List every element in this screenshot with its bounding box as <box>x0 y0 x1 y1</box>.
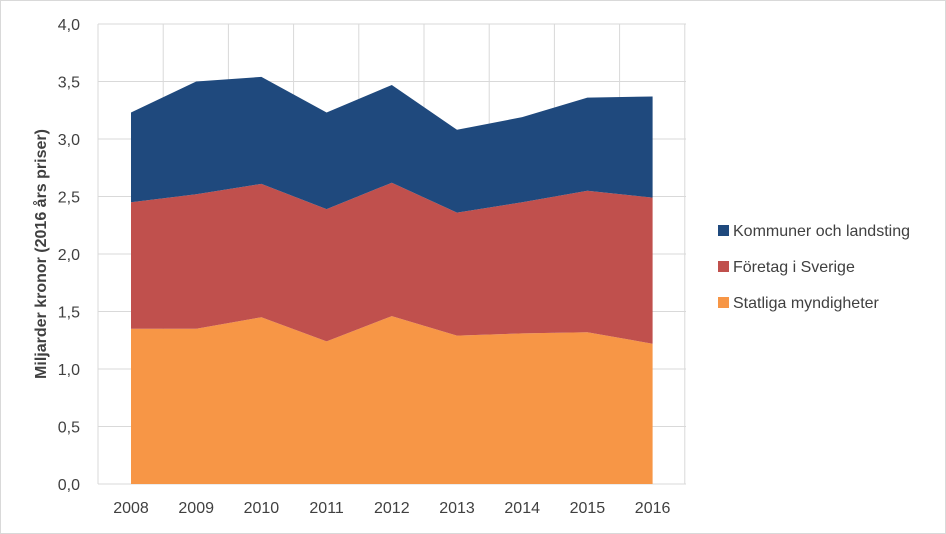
y-tick-label: 1,0 <box>58 362 80 379</box>
area-företag-i-sverige <box>131 182 653 344</box>
legend-label: Kommuner och landsting <box>733 223 910 240</box>
y-tick-label: 0,0 <box>58 477 80 494</box>
y-tick-label: 4,0 <box>58 17 80 34</box>
y-tick-label: 2,5 <box>58 190 80 207</box>
legend-swatch <box>718 261 729 272</box>
y-tick-label: 1,5 <box>58 305 80 322</box>
x-tick-label: 2010 <box>244 500 280 517</box>
legend-label: Statliga myndigheter <box>733 295 880 312</box>
y-axis-title: Miljarder kronor (2016 års priser) <box>32 129 50 379</box>
legend-swatch <box>718 297 729 308</box>
x-tick-label: 2009 <box>178 500 214 517</box>
area-kommuner-och-landsting <box>131 76 653 213</box>
x-tick-label: 2014 <box>504 500 540 517</box>
y-tick-label: 3,0 <box>58 132 80 149</box>
x-axis-tick-labels: 2008 2009 2010 2011 2012 2013 2014 2015 2016 <box>113 500 670 517</box>
x-tick-label: 2016 <box>635 500 671 517</box>
y-tick-label: 0,5 <box>58 420 80 437</box>
y-tick-label: 3,5 <box>58 75 80 92</box>
y-tick-label: 2,0 <box>58 247 80 264</box>
area-series <box>131 76 653 484</box>
y-axis-tick-labels: 0,0 0,5 1,0 1,5 2,0 2,5 3,0 3,5 4,0 <box>58 17 80 494</box>
x-tick-label: 2008 <box>113 500 149 517</box>
area-statliga-myndigheter <box>131 316 653 484</box>
x-tick-label: 2015 <box>570 500 606 517</box>
x-tick-label: 2012 <box>374 500 410 517</box>
x-tick-label: 2013 <box>439 500 475 517</box>
legend-swatch <box>718 225 729 236</box>
x-tick-label: 2011 <box>309 500 344 517</box>
legend-label: Företag i Sverige <box>733 259 855 276</box>
legend: Kommuner och landsting Företag i Sverige S… <box>718 223 910 312</box>
